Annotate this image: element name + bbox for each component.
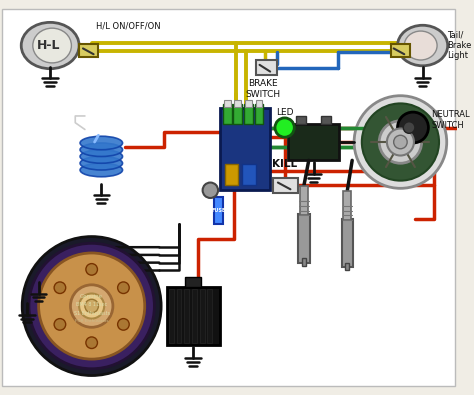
Bar [255, 104, 264, 124]
Text: KILL: KILL [272, 159, 297, 169]
Text: LED: LED [276, 107, 293, 117]
Circle shape [79, 293, 104, 319]
Ellipse shape [33, 28, 72, 63]
Ellipse shape [80, 156, 123, 170]
Text: Genuine: Genuine [80, 294, 103, 299]
Text: NEUTRAL
SWITCH: NEUTRAL SWITCH [431, 110, 470, 130]
Bar [342, 219, 353, 267]
Text: BM4 8 11sec: BM4 8 11sec [76, 302, 107, 307]
Text: H/L ON/OFF/ON: H/L ON/OFF/ON [97, 22, 161, 31]
Text: Tail/
Brake
Light: Tail/ Brake Light [447, 31, 471, 60]
Circle shape [118, 282, 129, 293]
Bar [300, 186, 308, 215]
Text: S1 Enthusiasts: S1 Enthusiasts [73, 311, 109, 316]
Circle shape [379, 121, 422, 163]
Circle shape [354, 96, 447, 188]
Bar [242, 164, 255, 185]
Bar [235, 100, 241, 107]
Circle shape [38, 253, 145, 359]
Circle shape [86, 263, 98, 275]
Circle shape [71, 285, 113, 327]
Bar [208, 289, 212, 343]
Circle shape [387, 128, 414, 156]
Circle shape [398, 112, 428, 143]
Bar [200, 289, 205, 343]
Bar [214, 197, 223, 224]
Bar [225, 164, 238, 185]
Text: FOR Enthusiasts: FOR Enthusiasts [75, 320, 109, 324]
Bar [255, 100, 263, 107]
Circle shape [29, 243, 155, 369]
Bar [177, 289, 182, 343]
Ellipse shape [80, 136, 123, 150]
Bar [244, 104, 253, 124]
Bar [289, 124, 338, 160]
Circle shape [86, 337, 98, 348]
Text: H-L: H-L [36, 39, 60, 52]
Bar [273, 178, 298, 193]
Circle shape [54, 282, 66, 293]
Bar [344, 191, 351, 220]
Ellipse shape [404, 31, 437, 60]
Circle shape [118, 319, 129, 330]
Bar [245, 100, 252, 107]
Circle shape [22, 237, 161, 376]
Circle shape [54, 319, 66, 330]
Circle shape [362, 103, 439, 181]
Ellipse shape [80, 143, 123, 156]
Ellipse shape [398, 25, 448, 66]
Bar [220, 108, 270, 190]
Bar [234, 104, 242, 124]
Bar [298, 214, 310, 263]
Circle shape [275, 118, 294, 137]
Bar [346, 263, 349, 270]
Ellipse shape [80, 150, 123, 163]
Ellipse shape [80, 163, 123, 177]
Bar [79, 43, 99, 57]
Bar [296, 116, 306, 124]
Bar [391, 43, 410, 57]
Bar [321, 116, 331, 124]
Bar [185, 277, 201, 287]
Circle shape [202, 182, 218, 198]
Ellipse shape [21, 23, 79, 69]
Circle shape [394, 135, 407, 149]
Circle shape [85, 299, 99, 313]
Text: FUSE: FUSE [211, 208, 226, 213]
Text: BRAKE
SWITCH: BRAKE SWITCH [245, 79, 280, 99]
Bar [184, 289, 189, 343]
Circle shape [403, 122, 415, 134]
Bar [192, 289, 197, 343]
Bar [224, 100, 231, 107]
Bar [223, 104, 232, 124]
Bar [255, 60, 277, 75]
Bar [169, 289, 173, 343]
Bar [302, 258, 306, 265]
Bar [167, 287, 220, 345]
